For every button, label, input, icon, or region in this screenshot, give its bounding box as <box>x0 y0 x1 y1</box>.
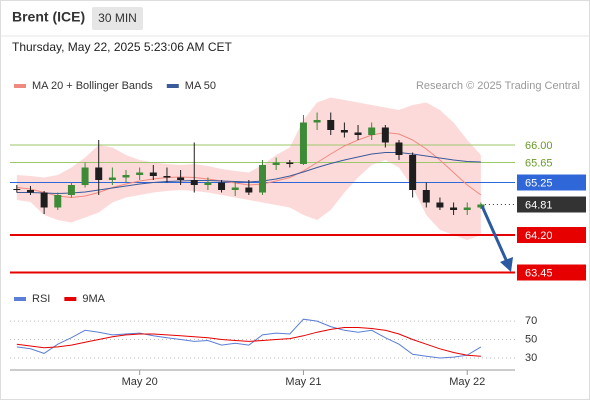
candle-body <box>313 120 321 123</box>
x-tick-label: May 22 <box>449 376 485 388</box>
rsi-line <box>16 327 481 357</box>
level-label-box <box>517 174 586 191</box>
timestamp: Thursday, May 22, 2025 5:23:06 AM CET <box>12 40 233 54</box>
level-label-box <box>517 264 586 281</box>
candle-body <box>395 142 403 155</box>
candle-body <box>436 202 444 208</box>
legend-swatch <box>14 84 26 88</box>
candle-body <box>177 177 185 180</box>
y-tick-label: 30 <box>525 352 537 364</box>
candle-body <box>231 187 239 190</box>
legend-swatch <box>14 297 26 301</box>
candle-body <box>218 182 226 190</box>
candle-body <box>54 195 62 208</box>
candle-body <box>463 207 471 210</box>
candle-body <box>340 130 348 133</box>
level-label: 65.25 <box>525 177 553 189</box>
candle-body <box>286 162 294 164</box>
source: Research © 2025 Trading Central <box>416 80 580 92</box>
candle-body <box>381 127 389 143</box>
level-label: 64.20 <box>525 230 553 242</box>
candle-body <box>122 175 130 178</box>
arrow-shaft <box>480 205 509 263</box>
candle-body <box>136 172 144 175</box>
candle-body <box>26 190 34 193</box>
candle-body <box>67 185 75 195</box>
candle-body <box>204 182 212 185</box>
bollinger-band <box>16 97 481 240</box>
candle-body <box>259 165 266 193</box>
level-label: 65.65 <box>525 157 553 169</box>
candle-body <box>40 192 48 208</box>
candle-body <box>354 132 362 135</box>
x-tick-label: May 20 <box>122 376 158 388</box>
candle-body <box>299 122 307 164</box>
instrument-title: Brent (ICE) <box>12 9 85 25</box>
candle-body <box>327 120 335 130</box>
legend-swatch <box>64 297 77 301</box>
y-tick-label: 70 <box>525 315 537 327</box>
forecast-arrow <box>480 205 513 272</box>
y-tick-label: 50 <box>525 333 537 345</box>
legend-swatch <box>166 84 179 88</box>
legend-label: RSI <box>32 293 50 305</box>
level-label-box <box>517 196 586 213</box>
candle-body <box>245 187 253 193</box>
rsi-line <box>16 318 482 359</box>
level-label: 63.45 <box>525 267 553 279</box>
candle-body <box>272 162 280 165</box>
candle-body <box>409 155 417 190</box>
interval-label[interactable]: 30 MIN <box>98 11 137 25</box>
candle-body <box>149 172 157 176</box>
candle-body <box>422 190 430 203</box>
level-label-box <box>517 227 586 243</box>
candle-body <box>450 207 458 210</box>
interval-button[interactable] <box>92 7 143 30</box>
candle-body <box>190 180 198 185</box>
candle-body <box>368 127 376 135</box>
legend-label: MA 20 + Bollinger Bands <box>32 80 153 92</box>
candle-body <box>81 167 89 185</box>
candle-body <box>95 167 103 180</box>
candle-body <box>477 204 485 208</box>
level-label: 66.00 <box>525 140 553 152</box>
candle-body <box>163 176 171 178</box>
x-tick-label: May 21 <box>285 376 321 388</box>
level-label: 64.81 <box>525 199 553 211</box>
arrow-head <box>500 257 513 272</box>
candle-body <box>108 177 116 180</box>
legend-label: MA 50 <box>185 80 216 92</box>
candle-body <box>13 189 21 190</box>
legend-label: 9MA <box>82 293 105 305</box>
